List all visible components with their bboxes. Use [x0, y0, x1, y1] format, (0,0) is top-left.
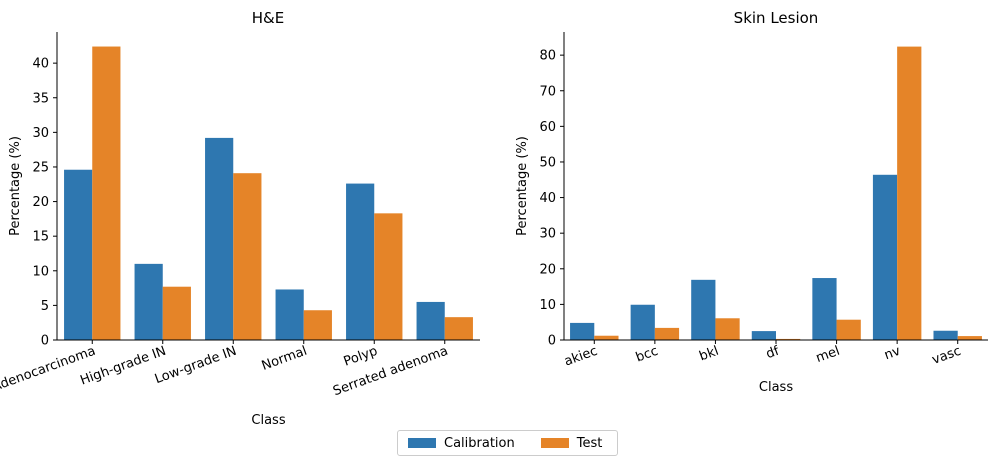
y-tick-label: 25	[32, 160, 49, 175]
bar-test-5	[444, 317, 473, 340]
legend-label-calibration: Calibration	[444, 435, 515, 451]
bar-test-4	[836, 319, 861, 340]
x-tick-label: mel	[814, 344, 842, 366]
y-tick-label: 80	[539, 49, 556, 64]
x-tick-label: nv	[882, 344, 902, 364]
bar-calibration-3	[275, 289, 304, 340]
x-axis-label: Class	[759, 380, 793, 395]
bar-calibration-0	[64, 169, 93, 340]
legend-item-test: Test	[540, 435, 603, 451]
legend-swatch-test	[540, 438, 569, 448]
bar-calibration-5	[416, 301, 445, 340]
chart-title: Skin Lesion	[734, 9, 819, 27]
bar-calibration-2	[205, 137, 234, 340]
y-tick-label: 5	[41, 299, 49, 314]
bar-test-5	[897, 46, 922, 340]
x-tick-label: Low-grade IN	[153, 344, 239, 387]
y-tick-label: 0	[41, 334, 49, 349]
x-tick-label: df	[764, 344, 782, 363]
bar-calibration-5	[872, 174, 898, 340]
y-tick-label: 60	[539, 120, 556, 135]
x-tick-label: Normal	[260, 344, 309, 374]
bar-calibration-4	[346, 183, 375, 340]
bar-test-1	[162, 286, 191, 340]
y-tick-label: 50	[539, 155, 556, 170]
bar-calibration-1	[134, 263, 163, 340]
x-tick-label: bkl	[697, 344, 720, 365]
bar-test-1	[654, 327, 680, 340]
bar-calibration-4	[812, 278, 837, 340]
x-axis-label: Class	[251, 413, 285, 428]
y-tick-label: 30	[32, 126, 49, 141]
x-tick-label: akiec	[562, 344, 599, 370]
y-axis-label: Percentage (%)	[8, 136, 23, 236]
panel-skin-lesion: Skin Lesion 0 10 20 30 40 50 60 70 80 akiec bcc bkl d…	[515, 9, 988, 395]
y-tick-label: 30	[539, 227, 556, 242]
legend-item-calibration: Calibration	[408, 436, 515, 451]
chart-title: H&E	[252, 9, 284, 27]
bar-calibration-0	[570, 322, 595, 340]
x-tick-label: bcc	[634, 344, 660, 366]
bar-test-6	[957, 336, 982, 340]
bar-test-3	[776, 338, 801, 340]
x-tick-label: vasc	[930, 344, 963, 368]
bar-test-3	[303, 310, 332, 340]
y-tick-label: 70	[539, 84, 556, 99]
y-tick-label: 10	[539, 298, 556, 313]
bar-calibration-2	[691, 279, 716, 340]
bar-calibration-1	[630, 304, 655, 340]
bar-calibration-3	[751, 331, 776, 340]
y-tick-label: 10	[32, 264, 49, 279]
bar-test-0	[594, 335, 619, 340]
panel-he: H&E0510152025303540AdenocarcinomaHigh-gr…	[0, 9, 480, 428]
y-tick-label: 20	[539, 262, 556, 277]
y-tick-label: 40	[32, 57, 49, 72]
bar-test-2	[715, 318, 740, 340]
y-tick-label: 40	[539, 191, 556, 206]
x-tick-label: Polyp	[342, 344, 380, 370]
legend-swatch-calibration	[408, 438, 436, 448]
bar-test-2	[233, 173, 262, 340]
legend: Calibration Test	[397, 430, 618, 456]
y-tick-label: 20	[32, 195, 49, 210]
y-axis-label: Percentage (%)	[515, 136, 530, 236]
bar-test-0	[92, 46, 121, 341]
bar-test-4	[374, 213, 403, 340]
y-tick-label: 0	[548, 334, 556, 349]
y-tick-label: 15	[32, 230, 49, 245]
bar-calibration-6	[933, 330, 958, 340]
y-tick-label: 35	[32, 91, 49, 106]
legend-label-test: Test	[576, 435, 603, 451]
